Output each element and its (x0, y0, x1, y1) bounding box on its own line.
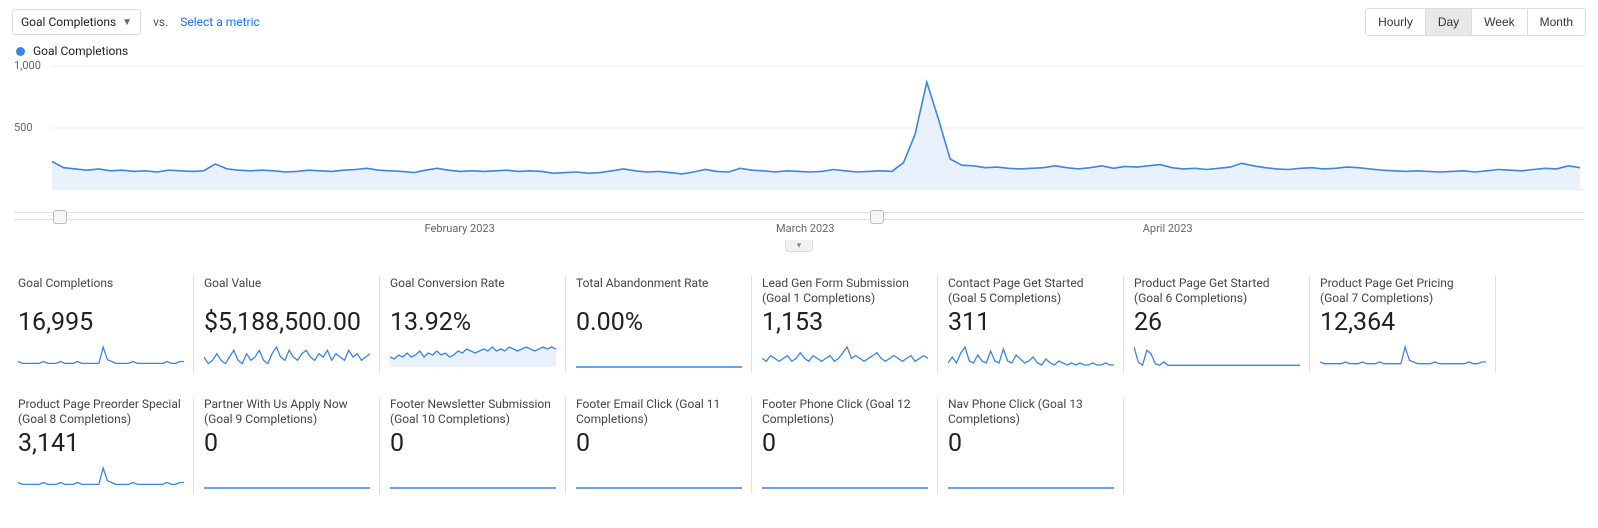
caret-down-icon: ▼ (122, 17, 132, 28)
card-sparkline (1134, 343, 1299, 373)
metric-card[interactable]: Footer Email Click (Goal 11 Completions)… (566, 397, 752, 494)
card-sparkline (948, 343, 1113, 373)
x-tick-label: February 2023 (425, 222, 495, 235)
card-title: Product Page Get Started (Goal 6 Complet… (1134, 276, 1299, 306)
card-value: 0 (390, 429, 555, 458)
card-title: Goal Conversion Rate (390, 276, 555, 306)
date-range-slider[interactable] (14, 212, 1584, 220)
legend-label: Goal Completions (33, 44, 128, 58)
granularity-toggle: HourlyDayWeekMonth (1365, 8, 1586, 36)
card-sparkline (204, 464, 369, 494)
card-title: Product Page Get Pricing (Goal 7 Complet… (1320, 276, 1485, 306)
card-title: Nav Phone Click (Goal 13 Completions) (948, 397, 1113, 427)
metric-card[interactable]: Goal Completions16,995 (8, 276, 194, 373)
metric-card[interactable]: Nav Phone Click (Goal 13 Completions)0 (938, 397, 1124, 494)
x-tick-label: April 2023 (1143, 222, 1193, 235)
card-sparkline (762, 343, 927, 373)
metric-card[interactable]: Total Abandonment Rate0.00% (566, 276, 752, 373)
granularity-month[interactable]: Month (1527, 9, 1585, 35)
metric-card[interactable]: Goal Conversion Rate13.92% (380, 276, 566, 373)
card-value: 3,141 (18, 429, 183, 458)
card-sparkline (576, 343, 741, 373)
card-title: Total Abandonment Rate (576, 276, 741, 306)
metric-card[interactable]: Contact Page Get Started (Goal 5 Complet… (938, 276, 1124, 373)
card-value: 0 (762, 429, 927, 458)
card-value: 12,364 (1320, 308, 1485, 337)
card-title: Footer Email Click (Goal 11 Completions) (576, 397, 741, 427)
card-value: $5,188,500.00 (204, 308, 369, 337)
granularity-week[interactable]: Week (1471, 9, 1526, 35)
card-title: Lead Gen Form Submission (Goal 1 Complet… (762, 276, 927, 306)
card-value: 0 (948, 429, 1113, 458)
card-value: 1,153 (762, 308, 927, 337)
goal-completions-chart[interactable]: 500 1,000 (14, 60, 1584, 210)
metric-card[interactable]: Product Page Get Pricing (Goal 7 Complet… (1310, 276, 1496, 373)
x-axis-labels: February 2023 March 2023 April 2023 (14, 220, 1584, 240)
metrics-cards: Goal Completions16,995Goal Value$5,188,5… (0, 256, 1598, 528)
card-sparkline (204, 343, 369, 373)
main-chart-area: 500 1,000 February 2023 March 2023 April 20… (0, 60, 1598, 256)
card-title: Partner With Us Apply Now (Goal 9 Comple… (204, 397, 369, 427)
metric-card[interactable]: Footer Newsletter Submission (Goal 10 Co… (380, 397, 566, 494)
card-value: 0.00% (576, 308, 741, 337)
y-tick-label: 1,000 (14, 59, 41, 72)
chart-legend: Goal Completions (0, 40, 1598, 60)
card-value: 13.92% (390, 308, 555, 337)
legend-dot-icon (16, 47, 25, 56)
card-sparkline (576, 464, 741, 494)
card-value: 16,995 (18, 308, 183, 337)
card-value: 0 (576, 429, 741, 458)
card-sparkline (18, 343, 183, 373)
card-sparkline (948, 464, 1113, 494)
metric-card[interactable]: Product Page Get Started (Goal 6 Complet… (1124, 276, 1310, 373)
card-sparkline (18, 464, 183, 494)
metric-card[interactable]: Footer Phone Click (Goal 12 Completions)… (752, 397, 938, 494)
card-value: 0 (204, 429, 369, 458)
metric-card[interactable]: Goal Value$5,188,500.00 (194, 276, 380, 373)
y-tick-label: 500 (14, 121, 33, 134)
primary-metric-dropdown[interactable]: Goal Completions ▼ (12, 9, 141, 35)
x-tick-label: March 2023 (776, 222, 835, 235)
granularity-day[interactable]: Day (1425, 9, 1471, 35)
card-title: Goal Value (204, 276, 369, 306)
card-value: 311 (948, 308, 1113, 337)
metric-card[interactable]: Product Page Preorder Special (Goal 8 Co… (8, 397, 194, 494)
card-title: Goal Completions (18, 276, 183, 306)
card-sparkline (1320, 343, 1485, 373)
card-title: Footer Phone Click (Goal 12 Completions) (762, 397, 927, 427)
select-metric-link[interactable]: Select a metric (180, 15, 260, 29)
primary-metric-label: Goal Completions (21, 15, 116, 29)
vs-label: vs. (153, 15, 168, 29)
expand-chart-tab[interactable]: ▾ (785, 240, 813, 252)
card-sparkline (390, 343, 555, 373)
metric-card[interactable]: Lead Gen Form Submission (Goal 1 Complet… (752, 276, 938, 373)
card-title: Product Page Preorder Special (Goal 8 Co… (18, 397, 183, 427)
granularity-hourly[interactable]: Hourly (1366, 9, 1425, 35)
card-sparkline (762, 464, 927, 494)
card-value: 26 (1134, 308, 1299, 337)
card-sparkline (390, 464, 555, 494)
card-title: Footer Newsletter Submission (Goal 10 Co… (390, 397, 555, 427)
card-title: Contact Page Get Started (Goal 5 Complet… (948, 276, 1113, 306)
top-controls: Goal Completions ▼ vs. Select a metric H… (0, 0, 1598, 40)
metric-card[interactable]: Partner With Us Apply Now (Goal 9 Comple… (194, 397, 380, 494)
